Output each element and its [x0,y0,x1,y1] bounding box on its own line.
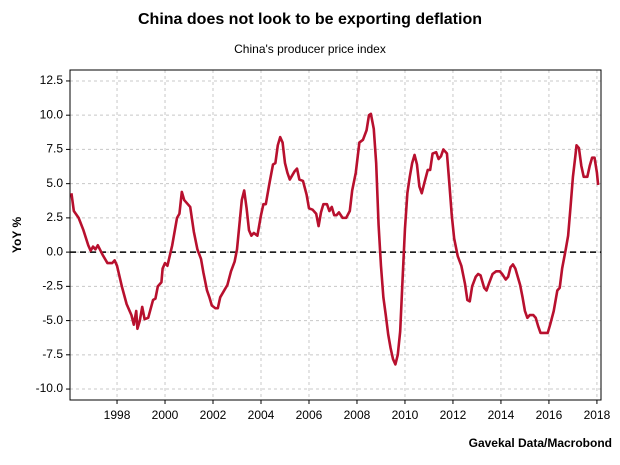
y-tick-label: -5.0 [42,313,63,327]
x-tick-label: 2004 [248,408,275,422]
x-tick-label: 2002 [200,408,227,422]
plot-frame [69,69,602,401]
x-tick-label: 1998 [104,408,131,422]
y-tick-label: -7.5 [42,347,63,361]
chart-title: China does not look to be exporting defl… [138,11,482,28]
chart-subtitle: China's producer price index [234,42,386,56]
x-tick-label: 2008 [344,408,371,422]
x-tick-label: 2012 [440,408,467,422]
x-tick-label: 2006 [296,408,323,422]
y-tick-label: -2.5 [42,279,63,293]
x-tick-label: 2000 [152,408,179,422]
y-tick-label: 7.5 [46,142,63,156]
y-tick-label: 2.5 [46,210,63,224]
y-tick-label: 12.5 [40,73,64,87]
y-tick-label: -10.0 [36,381,64,395]
data-line [70,112,600,366]
y-axis-label: YoY % [10,217,24,254]
x-tick-label: 2014 [488,408,515,422]
x-tick-label: 2018 [584,408,611,422]
y-tick-label: 0.0 [46,244,63,258]
source-note: Gavekal Data/Macrobond [469,436,612,450]
x-tick-label: 2010 [392,408,419,422]
x-tick-label: 2016 [536,408,563,422]
y-tick-label: 5.0 [46,176,63,190]
y-tick-label: 10.0 [40,107,64,121]
